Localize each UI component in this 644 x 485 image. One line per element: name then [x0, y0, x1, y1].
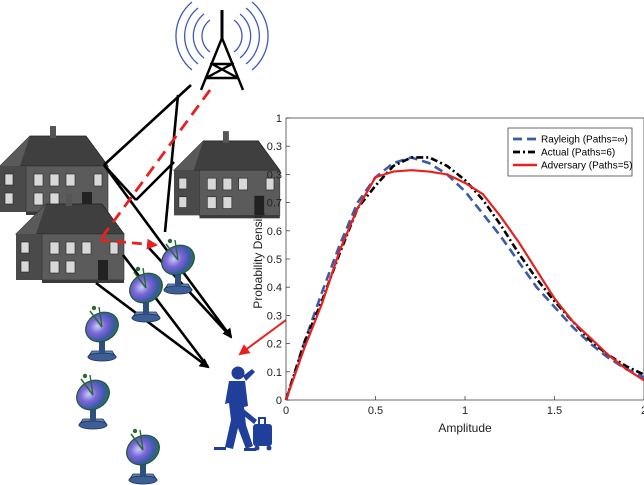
chart-legend: Rayleigh (Paths=∞) Actual (Paths=6) Advers…	[507, 127, 632, 177]
y-tick-label: 0.3	[267, 141, 282, 153]
y-tick-label: 1	[276, 113, 282, 125]
satellite-dish-icon	[70, 372, 116, 430]
legend-label: Adversary (Paths=5)	[541, 161, 632, 172]
y-tick-label: 0.6	[267, 226, 282, 238]
x-tick-label: 1	[462, 405, 468, 417]
mobile-user-icon	[214, 366, 272, 451]
x-tick-label: 0.5	[368, 405, 383, 417]
y-tick-label: 0.1	[267, 367, 282, 379]
x-tick-label: 0	[283, 405, 289, 417]
x-axis-label: Amplitude	[438, 421, 492, 435]
y-tick-label: 0.4	[267, 282, 282, 294]
satellite-dish-icon	[79, 304, 125, 362]
y-tick-label: 0.3	[267, 310, 282, 322]
y-tick-label: 0.5	[267, 254, 282, 266]
satellite-dish-icon	[123, 265, 169, 323]
x-tick-label: 2	[641, 405, 644, 417]
y-tick-label: 0.3	[267, 169, 282, 181]
satellite-dish-icon	[120, 427, 166, 485]
y-tick-label: 0.2	[267, 339, 282, 351]
series-line-1	[284, 156, 644, 401]
y-tick-label: 0.7	[267, 198, 282, 210]
x-tick-label: 1.5	[547, 405, 562, 417]
cell-tower-icon	[175, 1, 269, 91]
legend-label: Rayleigh (Paths=∞)	[541, 135, 628, 146]
series-lines	[284, 156, 644, 401]
series-line-3	[284, 169, 644, 401]
pdf-chart: 0 0.5 1 1.5 2 0 0.1 0.2 0.3 0.4 0.5 0.6 0.7 0.3 0.3 1 A…	[251, 113, 644, 435]
legend-label: Actual (Paths=6)	[541, 148, 615, 159]
house-icon	[173, 130, 281, 219]
y-tick-label: 0	[276, 395, 282, 407]
house-icon	[0, 125, 109, 216]
y-axis-label: Probability Density	[251, 209, 265, 308]
axis-ticks: 0 0.5 1 1.5 2 0 0.1 0.2 0.3 0.4 0.5 0.6 0.7 0.3 0.3 1	[267, 113, 644, 417]
series-line-2	[284, 156, 644, 401]
